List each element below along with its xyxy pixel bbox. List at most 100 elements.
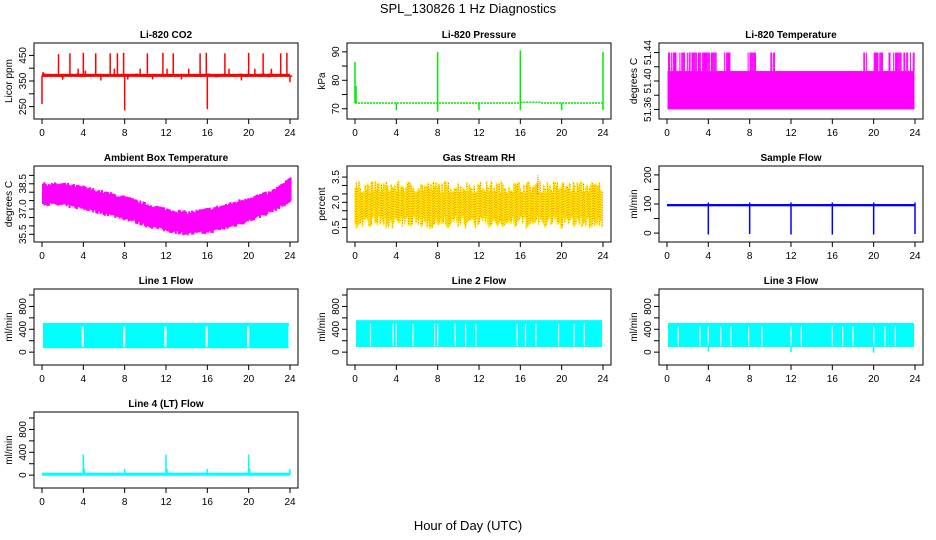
series-bar bbox=[725, 52, 727, 72]
x-tick-label: 0 bbox=[352, 128, 358, 139]
x-tick-label: 0 bbox=[39, 497, 45, 508]
series-bar bbox=[217, 207, 220, 230]
series-bar bbox=[245, 199, 248, 222]
panel-pressure: Li-820 Pressure 70 80 90 kPa 0 4 8 12 16 20 24 bbox=[317, 30, 612, 139]
x-tick-label: 16 bbox=[202, 497, 214, 508]
y-tick-label: 200 bbox=[643, 166, 654, 183]
series-sample bbox=[667, 202, 916, 235]
series-bar bbox=[43, 182, 46, 206]
x-tick-label: 16 bbox=[515, 251, 527, 262]
series-bar bbox=[67, 182, 70, 205]
series-bar bbox=[904, 52, 906, 72]
series-bar bbox=[132, 198, 135, 221]
x-tick-label: 16 bbox=[515, 128, 527, 139]
x-tick-label: 16 bbox=[827, 128, 839, 139]
series-pressure bbox=[354, 50, 604, 112]
series-bar bbox=[127, 197, 130, 222]
panel-title: Li-820 Pressure bbox=[442, 30, 517, 41]
y-tick-label: 37.0 bbox=[18, 199, 29, 219]
x-tick-label: 20 bbox=[556, 374, 568, 385]
series-bar bbox=[236, 201, 239, 225]
series-bar bbox=[207, 207, 210, 233]
panel-title: Line 3 Flow bbox=[764, 276, 819, 287]
series-bar bbox=[167, 209, 170, 232]
series-bar bbox=[239, 200, 242, 225]
series-bar bbox=[129, 197, 132, 221]
series-bar bbox=[261, 192, 264, 216]
series-bar bbox=[274, 189, 277, 212]
series-bar bbox=[78, 185, 81, 208]
series-bar bbox=[90, 189, 93, 211]
series-band bbox=[42, 73, 290, 77]
series-bar bbox=[192, 211, 195, 235]
x-tick-label: 8 bbox=[122, 374, 128, 385]
series-bar bbox=[158, 206, 161, 228]
series-bar bbox=[186, 213, 189, 236]
x-tick-label: 20 bbox=[556, 128, 568, 139]
x-axis: 0 4 8 12 16 20 24 bbox=[664, 242, 921, 262]
y-axis-label: Licor ppm bbox=[4, 59, 15, 103]
series-bar bbox=[68, 185, 71, 209]
x-axis: 0 4 8 12 16 20 24 bbox=[39, 119, 296, 139]
series-bar bbox=[220, 205, 223, 229]
series-bar bbox=[202, 209, 205, 234]
series-bar bbox=[863, 52, 865, 72]
series-bar bbox=[108, 193, 111, 215]
series-bar bbox=[729, 52, 731, 72]
series-bar bbox=[683, 52, 685, 72]
plot-frame bbox=[33, 42, 299, 120]
x-tick-label: 20 bbox=[243, 497, 255, 508]
y-tick-label: 0 bbox=[643, 349, 654, 355]
series-bar bbox=[117, 196, 120, 218]
series-bar bbox=[711, 52, 713, 72]
series-bar bbox=[173, 211, 176, 232]
x-tick-label: 24 bbox=[909, 374, 921, 385]
panel-title: Line 4 (LT) Flow bbox=[128, 399, 204, 410]
x-tick-label: 8 bbox=[122, 128, 128, 139]
x-tick-label: 4 bbox=[394, 374, 400, 385]
series-bar bbox=[157, 206, 160, 230]
series-bar bbox=[709, 52, 711, 72]
series-bar bbox=[880, 52, 882, 72]
series-bar bbox=[89, 187, 92, 210]
series-bar bbox=[171, 210, 174, 233]
x-tick-label: 4 bbox=[81, 374, 87, 385]
series-bar bbox=[906, 52, 908, 72]
x-axis: 0 4 8 12 16 20 24 bbox=[352, 365, 609, 385]
x-tick-label: 0 bbox=[39, 128, 45, 139]
series-bar bbox=[912, 52, 914, 72]
x-tick-label: 12 bbox=[785, 128, 797, 139]
series-bar bbox=[698, 52, 700, 72]
series-bar bbox=[895, 52, 897, 72]
x-tick-label: 4 bbox=[706, 374, 712, 385]
series-bar bbox=[65, 184, 68, 207]
y-tick-label: 800 bbox=[18, 298, 29, 315]
x-tick-label: 0 bbox=[39, 374, 45, 385]
series-bar bbox=[699, 52, 701, 72]
series-bar bbox=[681, 52, 683, 72]
series-bar bbox=[233, 201, 236, 227]
series-bar bbox=[180, 211, 183, 232]
panel-title: Line 1 Flow bbox=[139, 276, 194, 287]
series-bar bbox=[112, 193, 115, 216]
x-tick-label: 4 bbox=[81, 497, 87, 508]
y-tick-label: 100 bbox=[643, 195, 654, 212]
y-tick-label: 0 bbox=[18, 349, 29, 355]
series-bar bbox=[280, 183, 283, 206]
series-bar bbox=[881, 52, 883, 72]
series-bar bbox=[106, 192, 109, 217]
series-bar bbox=[137, 202, 140, 222]
series-bar bbox=[70, 185, 73, 206]
series-bar bbox=[226, 205, 229, 229]
series-bar bbox=[701, 52, 703, 72]
series-bar bbox=[873, 52, 875, 72]
series-bar bbox=[689, 52, 691, 72]
series-bar bbox=[87, 187, 90, 212]
series-bar bbox=[93, 190, 96, 211]
series-bar bbox=[96, 190, 99, 214]
